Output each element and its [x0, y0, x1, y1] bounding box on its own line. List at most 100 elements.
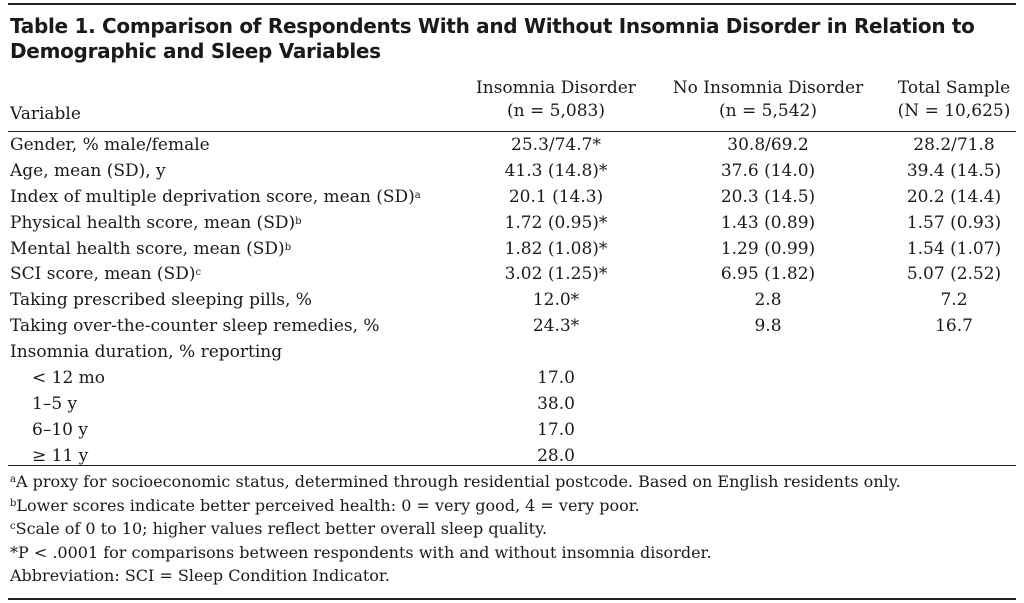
cell-value: 7.2	[940, 290, 968, 311]
row-label-text: 1–5 y	[32, 393, 78, 414]
table-row: Insomnia duration, % reporting	[0, 340, 1024, 366]
cell-value: 24.3*	[532, 316, 580, 337]
row-label-text: Insomnia duration, % reporting	[10, 342, 283, 363]
row-label-text: Taking over-the-counter sleep remedies, …	[10, 316, 380, 337]
row-label: SCI score, mean (SD)c	[10, 262, 201, 288]
footnote-marker: c	[195, 267, 202, 279]
row-label-text: Age, mean (SD), y	[10, 160, 166, 181]
footnote-mark: *	[10, 542, 18, 562]
cell-value: 41.3 (14.8)*	[504, 160, 608, 181]
cell-value: 28.0	[537, 445, 575, 466]
header-insomnia-label: Insomnia Disorder	[476, 78, 636, 98]
footnote-marker: b	[295, 215, 302, 227]
footnote-mark: b	[10, 497, 17, 509]
bottom-rule	[8, 598, 1016, 600]
cell-value: 1.29 (0.99)	[720, 238, 816, 259]
cell-value: 1.82 (1.08)*	[504, 238, 608, 259]
cell-value: 1.72 (0.95)*	[504, 212, 608, 233]
header-no-insomnia-n: (n = 5,542)	[719, 101, 817, 121]
row-label-text: SCI score, mean (SD)	[10, 264, 196, 285]
table-title: Table 1. Comparison of Respondents With …	[10, 14, 975, 63]
row-label: < 12 mo	[32, 366, 105, 392]
header-no-insomnia-label: No Insomnia Disorder	[672, 78, 864, 98]
header-insomnia: Insomnia Disorder (n = 5,083)	[468, 77, 644, 123]
row-label: Age, mean (SD), y	[10, 159, 166, 185]
cell-value: 1.57 (0.93)	[906, 212, 1002, 233]
table-row: Taking prescribed sleeping pills, % 12.0*…	[0, 288, 1024, 314]
row-label: 6–10 y	[32, 418, 88, 444]
cell-value: 38.0	[537, 393, 575, 414]
footnote-mark: a	[10, 474, 16, 485]
footnote: bLower scores indicate better perceived …	[10, 494, 1015, 518]
table-row: 1–5 y 38.0	[0, 392, 1024, 418]
footnote-mark: c	[10, 521, 16, 532]
footnote-text: P < .0001 for comparisons between respon…	[18, 542, 712, 562]
footnotes: aA proxy for socioeconomic status, deter…	[10, 470, 1015, 588]
cell-value: 1.54 (1.07)	[906, 238, 1002, 259]
cell-value: 12.0*	[532, 290, 580, 311]
cell-value: 17.0	[537, 368, 575, 389]
cell-value: 37.6 (14.0)	[720, 160, 816, 181]
cell-value: 1.43 (0.89)	[720, 212, 816, 233]
header-total-n: (N = 10,625)	[897, 101, 1011, 121]
row-label: 1–5 y	[32, 392, 77, 418]
row-label-text: 6–10 y	[32, 419, 88, 440]
row-label: Insomnia duration, % reporting	[10, 340, 282, 366]
table-row: Taking over-the-counter sleep remedies, …	[0, 314, 1024, 340]
row-label-text: Taking prescribed sleeping pills, %	[10, 290, 312, 311]
row-label-text: < 12 mo	[32, 368, 106, 389]
table-row: 6–10 y 17.0	[0, 418, 1024, 444]
row-label: Gender, % male/female	[10, 133, 210, 159]
row-label: Taking prescribed sleeping pills, %	[10, 288, 312, 314]
row-label-text: Physical health score, mean (SD)	[10, 212, 296, 233]
footnote-text: Abbreviation: SCI = Sleep Condition Indi…	[10, 566, 390, 585]
cell-value: 20.3 (14.5)	[720, 186, 816, 207]
footnote: aA proxy for socioeconomic status, deter…	[10, 470, 1015, 494]
cell-value: 6.95 (1.82)	[720, 264, 816, 285]
table-row: Mental health score, mean (SD)b 1.82 (1.0…	[0, 237, 1024, 263]
header-total-label: Total Sample	[897, 78, 1011, 98]
cell-value: 3.02 (1.25)*	[504, 264, 608, 285]
table-row: SCI score, mean (SD)c 3.02 (1.25)* 6.95 (1…	[0, 262, 1024, 288]
footnote-text: Lower scores indicate better perceived h…	[16, 495, 640, 515]
footnote-marker: b	[284, 241, 292, 253]
cell-value: 16.7	[935, 316, 973, 337]
row-label: Mental health score, mean (SD)b	[10, 237, 291, 263]
row-label-text: Gender, % male/female	[10, 135, 210, 155]
header-rule	[8, 131, 1016, 132]
row-label-text: Index of multiple deprivation score, mea…	[10, 186, 415, 207]
header-total: Total Sample (N = 10,625)	[893, 77, 1015, 123]
row-label: ≥ 11 y	[32, 444, 88, 470]
cell-value: 28.2/71.8	[913, 135, 995, 155]
row-label-text: Mental health score, mean (SD)	[10, 238, 285, 259]
body-rule	[8, 465, 1016, 466]
table-row: ≥ 11 y 28.0	[0, 444, 1024, 470]
cell-value: 9.8	[754, 316, 782, 337]
footnote: Abbreviation: SCI = Sleep Condition Indi…	[10, 564, 1015, 588]
cell-value: 30.8/69.2	[727, 135, 809, 155]
table-row: Gender, % male/female 25.3/74.7* 30.8/69.2…	[0, 133, 1024, 159]
table-row: Age, mean (SD), y 41.3 (14.8)* 37.6 (14.0)…	[0, 159, 1024, 185]
top-rule	[8, 3, 1016, 5]
row-label: Index of multiple deprivation score, mea…	[10, 185, 421, 211]
row-label: Taking over-the-counter sleep remedies, …	[10, 314, 380, 340]
footnote-text: A proxy for socioeconomic status, determ…	[15, 472, 901, 491]
footnote-marker: a	[414, 189, 421, 201]
table-row: Index of multiple deprivation score, mea…	[0, 185, 1024, 211]
footnote: cScale of 0 to 10; higher values reflect…	[10, 517, 1015, 541]
row-label: Physical health score, mean (SD)b	[10, 211, 302, 237]
cell-value: 20.2 (14.4)	[906, 186, 1002, 207]
cell-value: 5.07 (2.52)	[906, 264, 1002, 285]
table-body: Gender, % male/female 25.3/74.7* 30.8/69.2…	[0, 133, 1024, 470]
cell-value: 25.3/74.7*	[511, 135, 601, 155]
cell-value: 17.0	[537, 419, 575, 440]
footnote: *P < .0001 for comparisons between respo…	[10, 541, 1015, 565]
cell-value: 20.1 (14.3)	[508, 186, 604, 207]
header-no-insomnia: No Insomnia Disorder (n = 5,542)	[664, 77, 872, 123]
row-label-text: ≥ 11 y	[32, 445, 89, 466]
header-insomnia-n: (n = 5,083)	[507, 101, 605, 121]
table-row: < 12 mo 17.0	[0, 366, 1024, 392]
cell-value: 39.4 (14.5)	[906, 160, 1002, 181]
cell-value: 2.8	[754, 290, 782, 311]
